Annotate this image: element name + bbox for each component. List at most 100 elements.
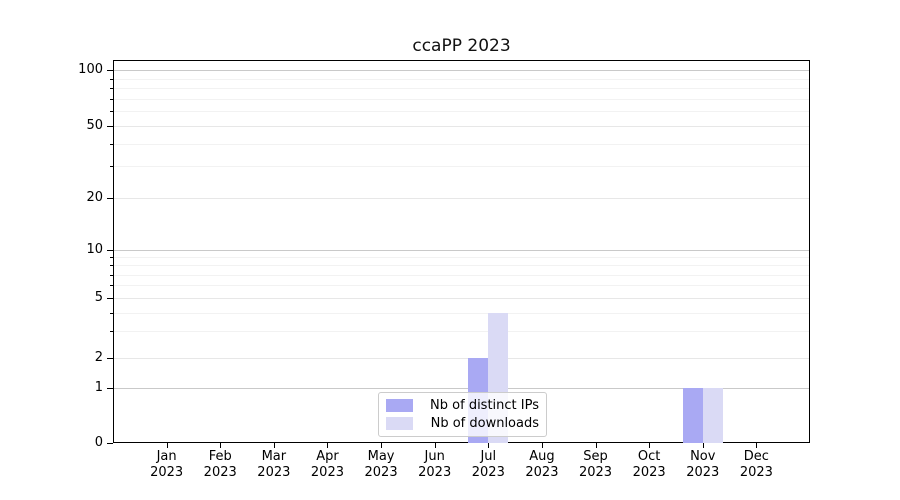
y-axis-minor-tick <box>110 257 113 259</box>
gridline <box>114 126 809 127</box>
x-tick-month: Feb <box>208 449 232 464</box>
y-tick-label: 10 <box>86 242 103 257</box>
x-tick-year: 2023 <box>578 465 613 480</box>
x-tick-label: May 2023 <box>349 449 413 481</box>
minor-gridline <box>114 88 809 90</box>
major-gridline <box>114 388 809 389</box>
x-tick-label: Sep 2023 <box>564 449 628 481</box>
x-tick-month: Nov <box>690 449 716 464</box>
y-axis-minor-tick <box>110 312 113 314</box>
gridline <box>114 358 809 359</box>
y-tick-label: 5 <box>94 290 103 305</box>
y-axis-tick <box>107 443 113 444</box>
y-tick-label: 20 <box>86 190 103 205</box>
x-axis-tick <box>595 443 597 448</box>
gridline <box>114 198 809 199</box>
x-tick-month: Jul <box>480 449 497 464</box>
x-tick-month: Apr <box>316 449 339 464</box>
minor-gridline <box>114 111 809 113</box>
y-axis-tick <box>107 250 113 251</box>
legend-item-downloads: Nb of downloads <box>386 416 539 431</box>
major-gridline <box>114 70 809 71</box>
x-tick-label: Jan 2023 <box>135 449 199 481</box>
y-axis-tick <box>107 126 113 127</box>
chart-title: ccaPP 2023 <box>412 36 511 56</box>
gridline <box>114 298 809 299</box>
legend-swatch-downloads <box>386 417 413 430</box>
x-tick-label: Dec 2023 <box>724 449 788 481</box>
x-tick-month: Sep <box>583 449 608 464</box>
x-axis-tick <box>756 443 758 448</box>
y-tick-label: 0 <box>94 435 103 450</box>
y-tick-label: 2 <box>94 350 103 365</box>
x-axis-tick <box>541 443 543 448</box>
legend: Nb of distinct IPs Nb of downloads <box>378 392 547 437</box>
x-axis-tick <box>488 443 490 448</box>
x-tick-label: Aug 2023 <box>510 449 574 481</box>
x-tick-label: Oct 2023 <box>617 449 681 481</box>
minor-gridline <box>114 274 809 276</box>
x-tick-label: Nov 2023 <box>671 449 735 481</box>
y-axis-minor-tick <box>110 98 113 100</box>
x-axis-tick <box>166 443 168 448</box>
minor-gridline <box>114 265 809 267</box>
minor-gridline <box>114 312 809 314</box>
x-tick-month: Oct <box>637 449 661 464</box>
y-axis-minor-tick <box>110 78 113 80</box>
x-axis-tick <box>434 443 436 448</box>
minor-gridline <box>114 257 809 259</box>
legend-item-distinct-ips: Nb of distinct IPs <box>386 398 539 413</box>
major-gridline <box>114 250 809 251</box>
x-tick-year: 2023 <box>525 465 559 480</box>
legend-label-distinct-ips: Nb of distinct IPs <box>430 398 539 413</box>
x-tick-label: Mar 2023 <box>242 449 306 481</box>
x-tick-month: Dec <box>743 449 769 464</box>
y-axis-minor-tick <box>110 265 113 267</box>
x-axis-tick <box>649 443 651 448</box>
y-axis-minor-tick <box>110 88 113 90</box>
y-axis-tick <box>107 358 113 359</box>
y-axis-minor-tick <box>110 331 113 333</box>
x-tick-month: Jan <box>156 449 177 464</box>
minor-gridline <box>114 98 809 100</box>
x-tick-year: 2023 <box>257 465 291 480</box>
minor-gridline <box>114 143 809 145</box>
x-tick-label: Feb 2023 <box>188 449 252 481</box>
bar-distinct-ips <box>682 388 703 443</box>
y-axis-minor-tick <box>110 285 113 287</box>
x-tick-month: May <box>367 449 395 464</box>
minor-gridline <box>114 285 809 287</box>
y-tick-label: 50 <box>86 118 103 133</box>
minor-gridline <box>114 331 809 333</box>
bar-downloads <box>702 388 723 443</box>
y-axis-minor-tick <box>110 166 113 168</box>
x-tick-label: Jul 2023 <box>456 449 520 481</box>
y-axis-tick <box>107 70 113 71</box>
x-tick-month: Jun <box>424 449 445 464</box>
x-tick-label: Apr 2023 <box>295 449 359 481</box>
x-axis-tick <box>273 443 275 448</box>
x-tick-month: Mar <box>261 449 287 464</box>
x-axis-tick <box>220 443 222 448</box>
x-axis-tick <box>381 443 383 448</box>
y-axis-minor-tick <box>110 274 113 276</box>
minor-gridline <box>114 78 809 80</box>
legend-swatch-distinct-ips <box>386 399 413 412</box>
x-tick-label: Jun 2023 <box>403 449 467 481</box>
x-tick-year: 2023 <box>632 465 666 480</box>
x-tick-year: 2023 <box>364 465 398 480</box>
y-tick-label: 100 <box>78 62 103 77</box>
x-tick-year: 2023 <box>739 465 773 480</box>
y-axis-minor-tick <box>110 111 113 113</box>
x-tick-month: Aug <box>529 449 555 464</box>
minor-gridline <box>114 166 809 168</box>
x-tick-year: 2023 <box>310 465 344 480</box>
x-tick-year: 2023 <box>150 465 184 480</box>
plot-area <box>113 60 810 443</box>
y-axis-tick <box>107 388 113 389</box>
x-tick-year: 2023 <box>471 465 505 480</box>
x-tick-year: 2023 <box>418 465 452 480</box>
y-tick-label: 1 <box>94 380 103 395</box>
y-axis-tick <box>107 298 113 299</box>
